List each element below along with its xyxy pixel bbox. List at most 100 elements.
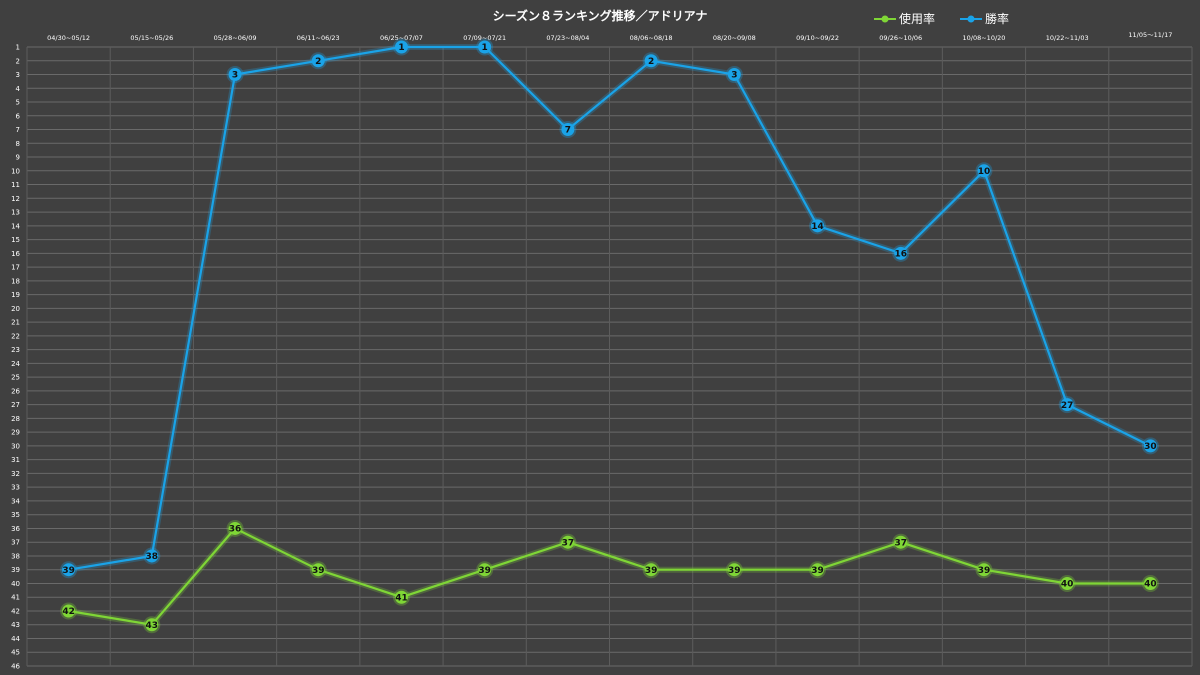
x-tick-label: 04/30~05/12 [47, 34, 90, 42]
y-tick-label: 40 [11, 580, 20, 588]
data-label: 40 [1061, 580, 1074, 590]
y-tick-label: 26 [11, 387, 20, 395]
y-tick-label: 8 [16, 140, 20, 148]
data-point [478, 563, 492, 577]
y-tick-label: 38 [11, 552, 20, 560]
y-tick-label: 3 [16, 71, 20, 79]
data-label: 2 [315, 57, 321, 67]
data-label: 14 [811, 222, 824, 232]
y-tick-label: 44 [11, 635, 20, 643]
x-tick-label: 08/06~08/18 [630, 34, 673, 42]
series-line [68, 527, 1151, 626]
data-label: 39 [978, 566, 991, 576]
y-tick-label: 13 [11, 209, 20, 217]
y-tick-label: 19 [11, 291, 20, 299]
data-point [62, 604, 76, 618]
y-tick-label: 31 [11, 456, 20, 464]
y-tick-label: 18 [11, 277, 20, 285]
legend-entry-winrate: 勝率 [960, 11, 1009, 26]
y-tick-label: 11 [11, 181, 20, 189]
data-label: 37 [894, 538, 907, 548]
data-label: 42 [62, 607, 75, 617]
data-point [1060, 398, 1074, 412]
y-tick-label: 17 [11, 264, 20, 272]
y-tick-label: 28 [11, 415, 20, 423]
x-tick-label: 09/26~10/06 [879, 34, 922, 42]
data-label: 1 [398, 43, 404, 53]
legend: 使用率 勝率 [874, 11, 1009, 26]
x-tick-label: 06/11~06/23 [297, 34, 340, 42]
x-axis: 04/30~05/12 05/15~05/26 05/28~06/09 06/11~0… [47, 31, 1172, 42]
y-tick-label: 30 [11, 442, 20, 450]
data-label: 39 [728, 566, 741, 576]
y-tick-label: 37 [11, 539, 20, 547]
data-label: 39 [62, 566, 75, 576]
legend-label-winrate: 勝率 [985, 11, 1009, 26]
data-point [62, 563, 76, 577]
y-tick-label: 6 [16, 112, 21, 120]
data-point [311, 54, 325, 68]
data-label: 39 [312, 566, 325, 576]
x-tick-label: 10/08~10/20 [963, 34, 1006, 42]
y-tick-label: 14 [11, 222, 20, 230]
y-tick-label: 25 [11, 374, 20, 382]
y-tick-label: 41 [11, 594, 20, 602]
data-label: 39 [645, 566, 658, 576]
x-tick-label: 05/15~05/26 [130, 34, 173, 42]
y-tick-label: 36 [11, 525, 20, 533]
y-tick-label: 24 [11, 360, 20, 368]
chart-title: シーズン８ランキング推移／アドリアナ [493, 8, 708, 23]
data-point [1060, 576, 1074, 590]
x-tick-label: 07/23~08/04 [546, 34, 589, 42]
data-label: 10 [978, 167, 991, 177]
data-label: 41 [395, 593, 408, 603]
data-point [228, 68, 242, 82]
data-point [228, 521, 242, 535]
data-point [394, 590, 408, 604]
y-tick-label: 21 [11, 319, 20, 327]
data-label: 30 [1144, 442, 1157, 452]
data-label: 1 [482, 43, 488, 53]
y-axis: 1234567891011121314151617181920212223242… [11, 44, 20, 671]
y-tick-label: 23 [11, 346, 20, 354]
y-tick-label: 42 [11, 607, 20, 615]
y-tick-label: 34 [11, 497, 20, 505]
data-label: 39 [478, 566, 491, 576]
y-tick-label: 12 [11, 195, 20, 203]
data-label: 27 [1061, 401, 1074, 411]
y-tick-label: 46 [11, 663, 20, 671]
data-point [561, 123, 575, 137]
y-tick-label: 33 [11, 484, 20, 492]
data-point [977, 164, 991, 178]
y-tick-label: 35 [11, 511, 20, 519]
y-tick-label: 4 [16, 85, 21, 93]
data-point [1143, 439, 1157, 453]
y-tick-label: 32 [11, 470, 20, 478]
x-tick-label: 08/20~09/08 [713, 34, 756, 42]
y-tick-label: 7 [16, 126, 20, 134]
y-tick-label: 22 [11, 332, 20, 340]
x-tick-label: 09/10~09/22 [796, 34, 839, 42]
y-tick-label: 20 [11, 305, 20, 313]
y-tick-label: 5 [16, 99, 20, 107]
legend-entry-usage: 使用率 [874, 11, 935, 26]
y-tick-label: 9 [16, 154, 20, 162]
data-label: 40 [1144, 580, 1157, 590]
data-point [811, 563, 825, 577]
x-tick-label: 10/22~11/03 [1046, 34, 1089, 42]
data-label: 43 [146, 621, 159, 631]
data-point [311, 563, 325, 577]
data-point [561, 535, 575, 549]
data-point [394, 40, 408, 54]
series-group: 42 43 36 39 41 39 37 39 39 39 37 39 40 40 39 38 3 2 1 1 7 2 3 1… [60, 38, 1159, 634]
x-tick-label: 05/28~06/09 [214, 34, 257, 42]
data-point [894, 535, 908, 549]
data-label: 36 [229, 525, 242, 535]
data-label: 39 [811, 566, 824, 576]
series-winrate: 39 38 3 2 1 1 7 2 3 14 16 10 27 30 [60, 38, 1159, 579]
data-point [644, 563, 658, 577]
y-tick-label: 1 [16, 44, 20, 52]
x-tick-label: 07/09~07/21 [463, 34, 506, 42]
